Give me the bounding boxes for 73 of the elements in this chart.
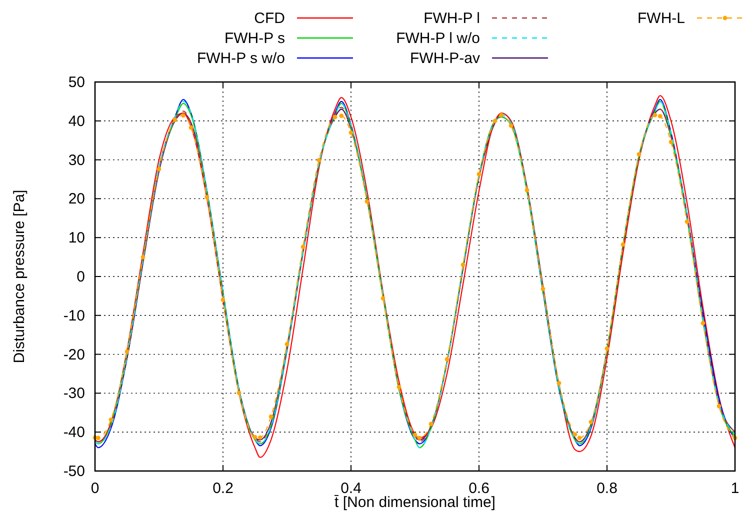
y-tick-label: -40 <box>63 424 85 442</box>
point <box>348 130 354 135</box>
y-tick-label: -30 <box>63 385 85 402</box>
point <box>668 140 674 144</box>
point <box>577 436 582 440</box>
legend-label: FWH-P l <box>424 10 480 27</box>
point <box>684 219 690 224</box>
x-tick-label: 0.4 <box>340 480 362 497</box>
point <box>428 422 434 426</box>
point <box>268 414 274 419</box>
point <box>492 118 498 124</box>
point <box>499 112 504 118</box>
y-tick-label: 30 <box>68 152 85 169</box>
point <box>476 172 482 176</box>
point <box>380 296 386 300</box>
x-tick-label: 0.6 <box>468 480 490 497</box>
legend-label: FWH-P s <box>224 30 285 47</box>
legend-label: FWH-P s w/o <box>196 50 285 67</box>
point <box>332 114 338 120</box>
point <box>188 125 194 130</box>
point <box>556 380 562 386</box>
point <box>96 436 100 440</box>
legend-label: FWH-L <box>638 10 685 27</box>
point <box>140 254 146 260</box>
y-tick-label: 20 <box>68 190 85 208</box>
point <box>258 435 262 440</box>
point <box>716 404 722 408</box>
point <box>604 346 610 351</box>
x-tick-label: 1 <box>730 480 740 497</box>
legend-label: FWH-P-av <box>410 50 480 67</box>
point <box>284 342 290 346</box>
point <box>236 390 242 396</box>
point <box>316 158 322 162</box>
point <box>124 349 130 354</box>
point <box>508 123 514 128</box>
point <box>204 194 210 200</box>
y-tick-label: 0 <box>76 268 85 286</box>
point <box>524 188 530 192</box>
x-axis-title: t̄ [Non dimensional time] <box>333 494 496 511</box>
point <box>220 298 226 302</box>
point <box>652 112 658 118</box>
x-tick-label: 0.8 <box>596 480 618 497</box>
point <box>172 118 178 122</box>
point <box>396 384 402 390</box>
point <box>460 262 466 268</box>
point <box>417 436 422 440</box>
point <box>156 166 162 172</box>
point <box>364 199 370 204</box>
point <box>636 152 642 157</box>
point <box>658 114 662 118</box>
y-axis-title: Disturbance pressure [Pa] <box>11 190 28 364</box>
x-tick-label: 0.2 <box>212 480 234 497</box>
point <box>588 420 594 424</box>
legend-label: CFD <box>254 10 286 27</box>
x-tick-label: 0 <box>90 480 100 497</box>
y-tick-label: -10 <box>63 307 85 324</box>
point <box>572 432 578 437</box>
legend-label: FWH-P l w/o <box>396 30 480 47</box>
y-tick-label: 10 <box>68 230 85 247</box>
y-tick-label: 40 <box>68 112 85 130</box>
point <box>620 242 626 247</box>
point <box>700 320 706 326</box>
y-tick-label: -50 <box>63 463 85 480</box>
y-tick-label: -20 <box>63 346 85 364</box>
point <box>108 417 114 422</box>
y-tick-label: 50 <box>68 74 85 91</box>
point <box>540 286 546 292</box>
point <box>252 434 258 440</box>
point <box>339 114 344 118</box>
point <box>444 357 450 362</box>
point <box>412 432 418 438</box>
point <box>300 244 306 250</box>
point <box>181 113 186 118</box>
